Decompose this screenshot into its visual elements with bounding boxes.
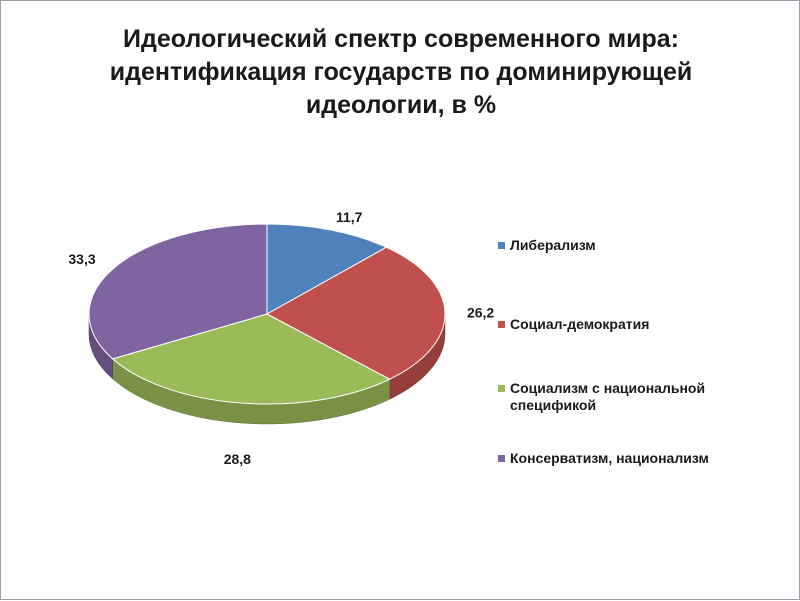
data-label-social-democracy: 26,2 bbox=[467, 305, 494, 321]
pie-data-labels: 11,7 26,2 28,8 33,3 bbox=[68, 209, 494, 467]
data-label-conservatism: 33,3 bbox=[68, 251, 95, 267]
legend-swatch-socialism bbox=[498, 385, 505, 392]
legend-swatch-liberalism bbox=[498, 242, 505, 249]
legend-swatch-conservatism bbox=[498, 455, 505, 462]
pie-tops bbox=[88, 223, 446, 405]
chart-title-line-2: идентификация государств по доминирующей bbox=[109, 58, 693, 86]
data-label-socialism: 28,8 bbox=[224, 451, 251, 467]
data-label-liberalism: 11,7 bbox=[336, 209, 363, 225]
pie-slice-liberalism bbox=[266, 223, 388, 315]
pie-slice-socialism bbox=[111, 313, 391, 405]
pie-slice-conservatism bbox=[88, 223, 268, 360]
legend-swatch-social-democracy bbox=[498, 321, 505, 328]
legend-label-socialism: Социализм с национальной спецификой bbox=[510, 380, 706, 413]
chart-title: Идеологический спектр современного мира:… bbox=[61, 23, 741, 122]
legend-label-social-democracy: Социал-демократия bbox=[510, 316, 650, 332]
chart-title-line-3: идеологии, в % bbox=[305, 91, 497, 119]
chart-title-line-1: Идеологический спектр современного мира: bbox=[123, 25, 679, 53]
legend-label-conservatism: Консерватизм, национализм bbox=[510, 450, 709, 466]
legend-label-liberalism: Либерализм bbox=[510, 237, 596, 253]
pie-slice-social-democracy bbox=[265, 246, 446, 380]
